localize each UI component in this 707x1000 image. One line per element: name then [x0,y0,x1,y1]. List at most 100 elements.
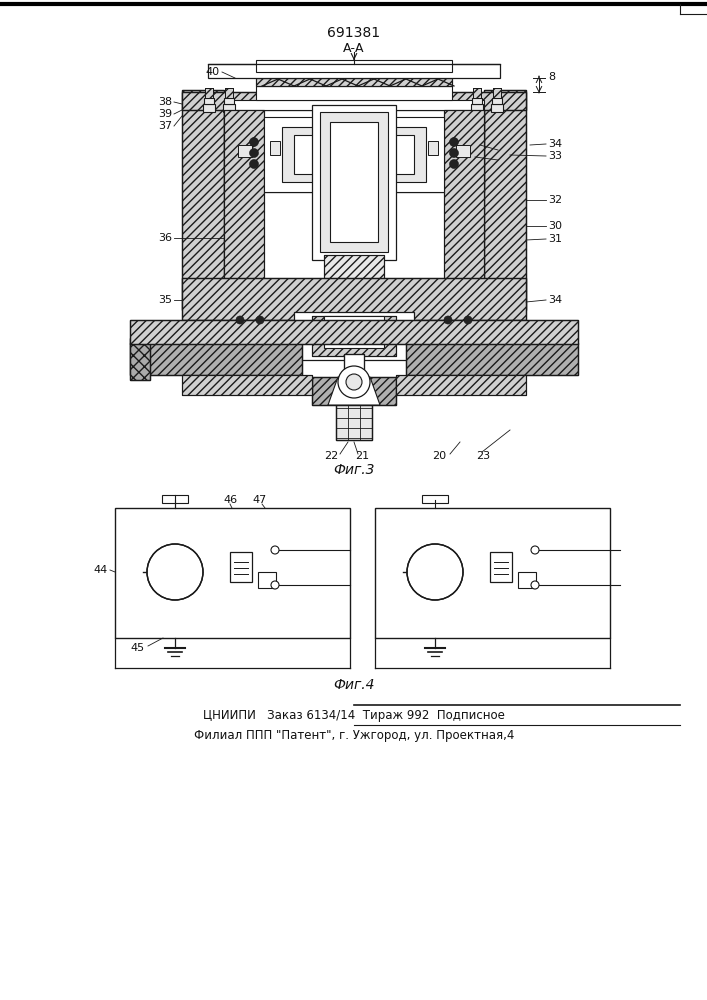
Bar [223,104,235,112]
Bar [472,98,482,104]
Bar [491,104,503,112]
Circle shape [531,581,539,589]
Bar [182,278,526,320]
Bar [324,316,384,348]
Bar [225,88,233,98]
Bar [238,145,252,157]
Text: 40: 40 [206,67,220,77]
Bar [492,98,502,104]
Bar [258,572,276,588]
Bar [428,141,438,155]
Circle shape [256,316,264,324]
Bar [225,88,233,98]
Text: 8: 8 [548,72,555,82]
Bar [493,88,501,98]
Circle shape [450,148,459,157]
Bar [324,255,384,280]
Bar [224,110,264,280]
Bar [396,375,526,395]
Bar [484,90,526,310]
Bar [406,343,578,375]
Bar [256,78,452,86]
Bar [484,90,526,310]
Bar [456,145,470,157]
Circle shape [450,159,459,168]
Bar [282,127,426,182]
Bar [320,112,388,252]
Bar [396,375,526,395]
Circle shape [236,316,244,324]
Circle shape [250,148,259,157]
Text: 30: 30 [548,221,562,231]
Text: 20: 20 [432,451,446,461]
Circle shape [250,137,259,146]
Text: Фиг.4: Фиг.4 [333,678,375,692]
Bar [312,377,396,405]
Bar [224,100,484,110]
Bar [224,110,484,192]
Bar [130,343,302,375]
Text: 44: 44 [94,565,108,575]
Bar [205,88,213,98]
Bar [162,495,188,503]
Bar [471,104,483,112]
Bar [264,117,444,192]
Text: 37: 37 [158,121,172,131]
Text: 34: 34 [548,295,562,305]
Bar [344,354,364,402]
Text: 47: 47 [253,495,267,505]
Text: Фиг.3: Фиг.3 [333,463,375,477]
Bar [182,90,224,310]
Bar [115,508,350,638]
Bar [473,88,481,98]
Text: 39: 39 [158,109,172,119]
Bar [130,343,302,375]
Bar [312,377,396,405]
Bar [182,92,526,110]
Text: Филиал ППП "Патент", г. Ужгород, ул. Проектная,4: Филиал ППП "Патент", г. Ужгород, ул. Про… [194,730,514,742]
Bar [182,375,312,395]
Bar [203,104,215,112]
Text: А-А: А-А [344,41,365,54]
Bar [344,354,364,402]
Bar [130,338,150,380]
Bar [130,320,578,344]
Circle shape [450,137,459,146]
Bar [230,552,252,582]
Bar [256,60,452,72]
Bar [336,395,372,440]
Text: 35: 35 [158,295,172,305]
Circle shape [271,581,279,589]
Bar [422,495,448,503]
Bar [336,395,372,440]
Bar [444,110,484,280]
Bar [182,278,526,320]
Text: 32: 32 [548,195,562,205]
Circle shape [147,544,203,600]
Circle shape [250,159,259,168]
Bar [294,135,414,174]
Circle shape [338,366,370,398]
Bar [182,90,224,310]
Bar [312,105,396,260]
Bar [205,88,213,98]
Bar [490,552,512,582]
Text: 31: 31 [548,234,562,244]
Circle shape [464,316,472,324]
Bar [208,64,500,78]
Bar [224,110,264,280]
Text: 23: 23 [476,451,490,461]
Bar [224,98,234,104]
Text: 33: 33 [548,151,562,161]
Text: 38: 38 [158,97,172,107]
Bar [473,88,481,98]
Text: 22: 22 [324,451,338,461]
Text: 45: 45 [130,643,144,653]
Bar [330,122,378,242]
Bar [518,572,536,588]
Text: 46: 46 [223,495,237,505]
Bar [130,320,578,344]
Text: 21: 21 [355,451,369,461]
Circle shape [531,546,539,554]
Bar [256,86,452,100]
